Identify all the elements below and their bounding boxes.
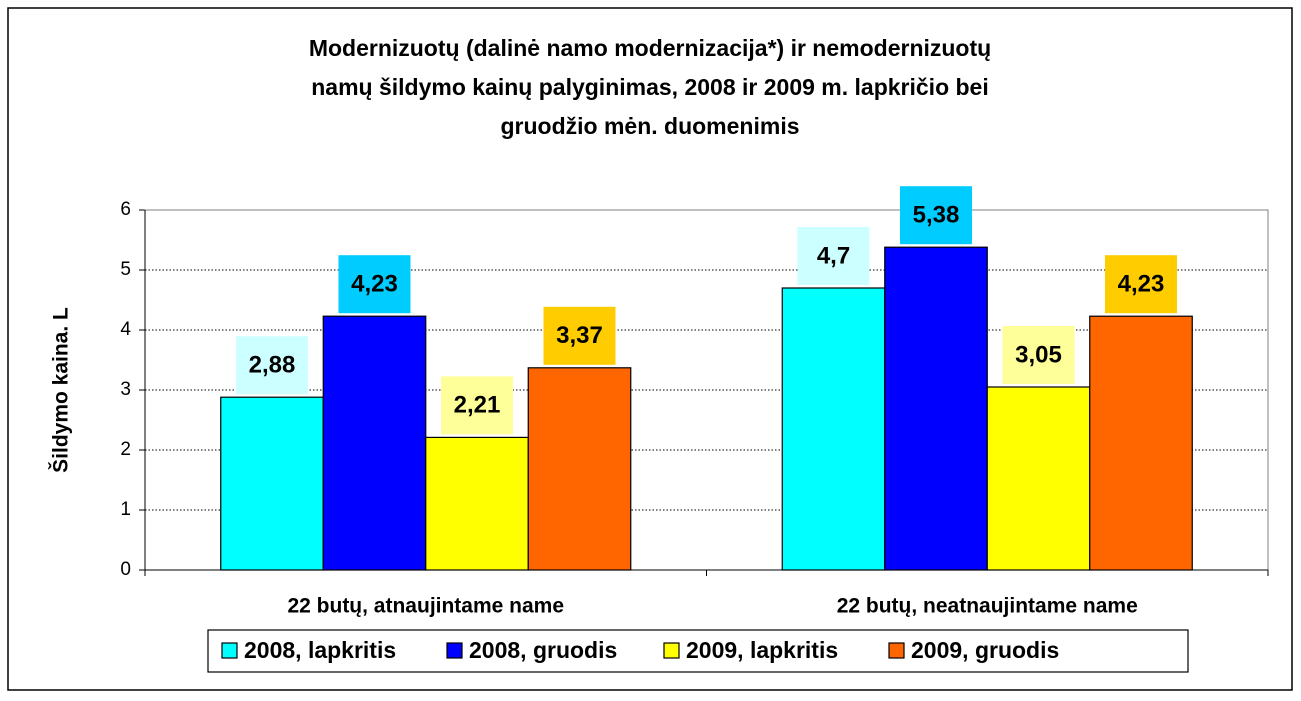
legend-label: 2009, lapkritis (686, 637, 838, 663)
data-label: 5,38 (913, 202, 960, 229)
y-axis-label: Šildymo kaina. L (49, 307, 73, 473)
y-tick-label: 4 (120, 319, 131, 340)
bar (322, 315, 427, 571)
y-tick-label: 6 (120, 199, 131, 220)
chart-title: Modernizuotų (dalinė namo modernizacija*… (309, 35, 991, 61)
y-tick-label: 3 (120, 379, 131, 400)
x-tick-label: 22 butų, neatnaujintame name (837, 595, 1138, 618)
x-tick-label: 22 butų, atnaujintame name (287, 595, 564, 618)
bar (884, 246, 988, 571)
legend-label: 2009, gruodis (911, 637, 1059, 663)
data-label: 4,23 (1118, 271, 1165, 298)
legend-label: 2008, gruodis (469, 637, 617, 663)
y-tick-label: 2 (120, 439, 131, 460)
bar (220, 396, 324, 571)
data-label-bg (543, 306, 616, 365)
data-label: 3,37 (556, 322, 603, 349)
data-label-bg (441, 376, 513, 435)
bar (1089, 315, 1193, 571)
bar (781, 287, 886, 571)
bar (986, 386, 1091, 571)
data-label: 4,23 (351, 271, 398, 298)
data-label: 2,88 (249, 352, 296, 379)
data-label-bg (1002, 326, 1075, 384)
bar (425, 436, 529, 571)
data-label: 3,05 (1015, 341, 1062, 368)
legend-swatch (888, 642, 905, 659)
legend-swatch (446, 642, 463, 659)
data-label-bg (338, 255, 411, 314)
data-label-bg (236, 336, 308, 395)
data-label-bg (1105, 255, 1177, 314)
y-tick-label: 0 (120, 559, 131, 580)
legend-swatch (221, 642, 238, 659)
data-label-bg (797, 227, 870, 285)
bar (527, 367, 632, 571)
chart-title: gruodžio mėn. duomenimis (500, 113, 799, 139)
y-tick-label: 1 (120, 499, 131, 520)
y-tick-label: 5 (120, 259, 131, 280)
legend-label: 2008, lapkritis (244, 637, 396, 663)
chart-border (7, 7, 1293, 691)
data-label-bg (900, 186, 972, 245)
data-label: 2,21 (454, 392, 501, 419)
legend-box (207, 629, 1189, 673)
legend-swatch (663, 642, 680, 659)
data-label: 4,7 (817, 242, 850, 269)
chart-title: namų šildymo kainų palyginimas, 2008 ir … (311, 74, 989, 100)
